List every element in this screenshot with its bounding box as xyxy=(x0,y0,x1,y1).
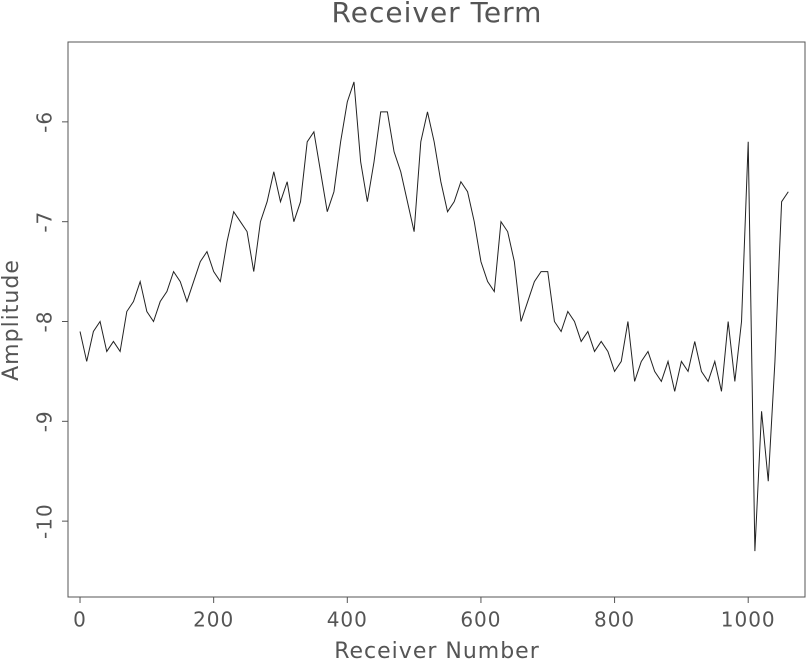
y-tick-label: -9 xyxy=(33,410,57,432)
plot-frame xyxy=(67,41,806,598)
x-tick-label: 400 xyxy=(327,608,368,632)
y-tick-label: -7 xyxy=(33,211,57,233)
chart-title: Receiver Term xyxy=(332,0,543,29)
x-tick-label: 200 xyxy=(193,608,234,632)
data-line xyxy=(79,81,789,552)
x-tick-label: 600 xyxy=(460,608,501,632)
x-tick-label: 800 xyxy=(594,608,635,632)
y-tick-label: -8 xyxy=(33,311,57,333)
x-tick-label: 0 xyxy=(73,608,87,632)
y-tick-label: -6 xyxy=(33,111,57,133)
y-axis-label: Amplitude xyxy=(0,259,24,381)
x-tick-label: 1000 xyxy=(721,608,776,632)
x-axis-label: Receiver Number xyxy=(334,639,540,661)
y-tick-label: -10 xyxy=(33,503,57,539)
